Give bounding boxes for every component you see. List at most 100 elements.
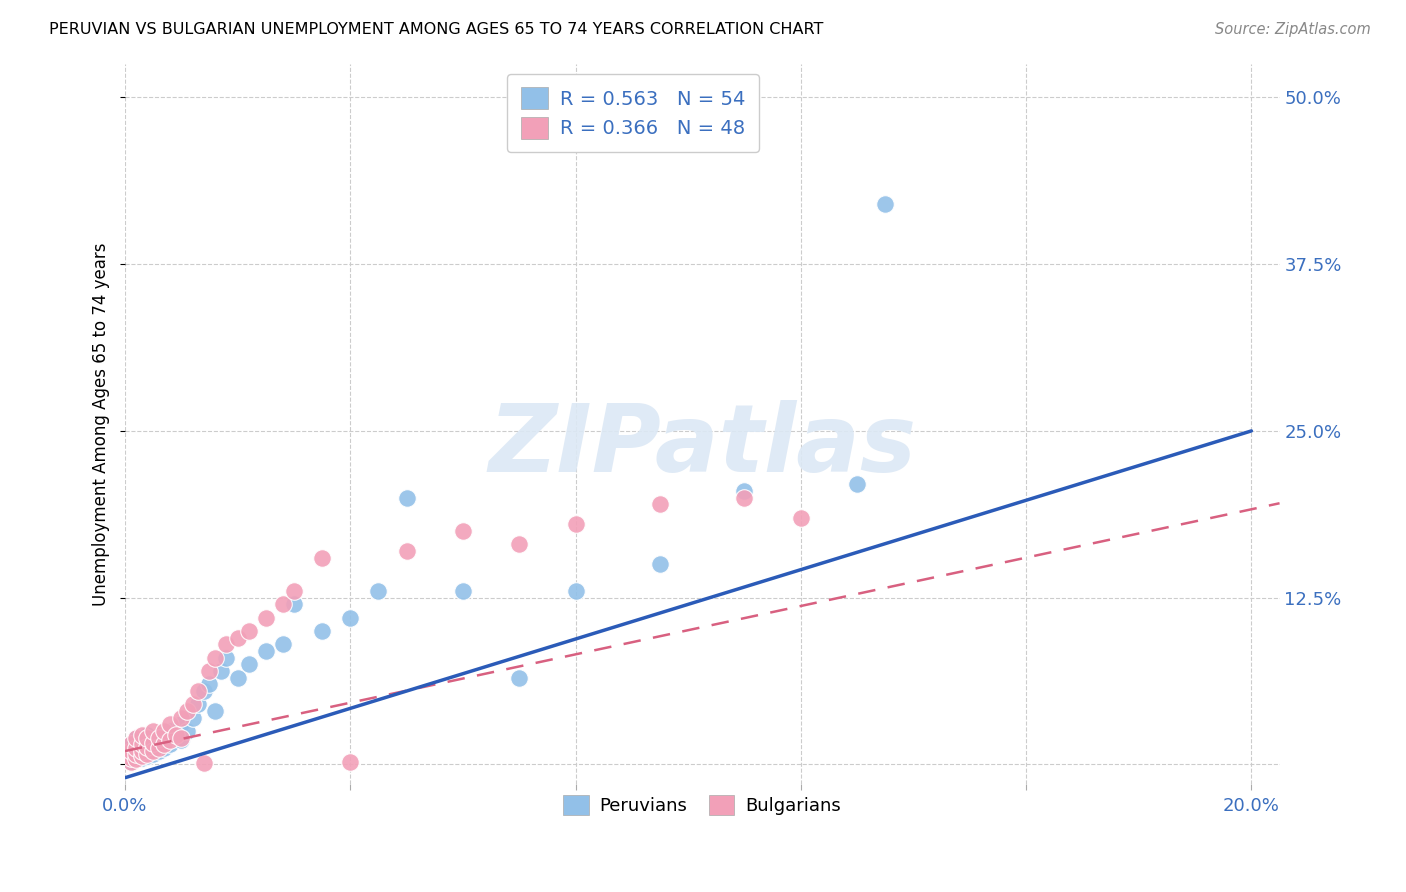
Point bbox=[148, 731, 170, 745]
Point bbox=[142, 747, 165, 761]
Point bbox=[153, 733, 176, 747]
Point bbox=[215, 637, 238, 651]
Point bbox=[131, 744, 153, 758]
Point bbox=[136, 744, 159, 758]
Point bbox=[165, 728, 187, 742]
Point bbox=[198, 664, 221, 678]
Point bbox=[159, 724, 181, 739]
Point bbox=[125, 741, 148, 756]
Legend: Peruvians, Bulgarians: Peruvians, Bulgarians bbox=[553, 784, 852, 826]
Point bbox=[339, 755, 361, 769]
Point bbox=[734, 483, 756, 498]
Point bbox=[120, 738, 142, 752]
Point bbox=[181, 711, 204, 725]
Point bbox=[187, 684, 209, 698]
Point bbox=[125, 731, 148, 745]
Point bbox=[148, 744, 170, 758]
Point bbox=[153, 724, 176, 739]
Point bbox=[176, 704, 198, 718]
Point bbox=[564, 584, 586, 599]
Point bbox=[209, 664, 232, 678]
Point bbox=[226, 671, 249, 685]
Point bbox=[226, 631, 249, 645]
Point bbox=[311, 550, 333, 565]
Point bbox=[131, 738, 153, 752]
Point bbox=[136, 749, 159, 764]
Point bbox=[508, 671, 530, 685]
Point bbox=[193, 684, 215, 698]
Point bbox=[395, 544, 418, 558]
Point bbox=[120, 744, 142, 758]
Point bbox=[153, 738, 176, 752]
Point bbox=[142, 741, 165, 756]
Point bbox=[215, 650, 238, 665]
Point bbox=[648, 558, 671, 572]
Point bbox=[367, 584, 389, 599]
Point bbox=[170, 711, 193, 725]
Point bbox=[125, 748, 148, 763]
Point bbox=[148, 741, 170, 756]
Point bbox=[181, 698, 204, 712]
Point bbox=[125, 752, 148, 766]
Point bbox=[254, 644, 277, 658]
Point bbox=[131, 728, 153, 742]
Point bbox=[395, 491, 418, 505]
Point bbox=[136, 740, 159, 755]
Point bbox=[142, 733, 165, 747]
Text: PERUVIAN VS BULGARIAN UNEMPLOYMENT AMONG AGES 65 TO 74 YEARS CORRELATION CHART: PERUVIAN VS BULGARIAN UNEMPLOYMENT AMONG… bbox=[49, 22, 824, 37]
Point bbox=[120, 750, 142, 764]
Point bbox=[187, 698, 209, 712]
Point bbox=[176, 724, 198, 739]
Point bbox=[254, 610, 277, 624]
Point bbox=[159, 733, 181, 747]
Point bbox=[204, 704, 226, 718]
Point bbox=[311, 624, 333, 638]
Point bbox=[165, 731, 187, 745]
Point bbox=[125, 752, 148, 766]
Point bbox=[142, 744, 165, 758]
Point bbox=[120, 748, 142, 763]
Point bbox=[120, 755, 142, 769]
Point bbox=[136, 728, 159, 742]
Point bbox=[198, 677, 221, 691]
Point bbox=[339, 610, 361, 624]
Point bbox=[648, 497, 671, 511]
Point bbox=[131, 741, 153, 756]
Y-axis label: Unemployment Among Ages 65 to 74 years: Unemployment Among Ages 65 to 74 years bbox=[93, 243, 110, 606]
Point bbox=[790, 510, 813, 524]
Point bbox=[283, 584, 305, 599]
Point bbox=[125, 744, 148, 758]
Point bbox=[271, 637, 294, 651]
Point bbox=[451, 524, 474, 538]
Text: Source: ZipAtlas.com: Source: ZipAtlas.com bbox=[1215, 22, 1371, 37]
Point bbox=[170, 731, 193, 745]
Point bbox=[125, 747, 148, 761]
Point bbox=[131, 733, 153, 747]
Point bbox=[170, 733, 193, 747]
Point bbox=[120, 755, 142, 769]
Point bbox=[451, 584, 474, 599]
Point bbox=[875, 197, 897, 211]
Point bbox=[136, 731, 159, 745]
Point bbox=[120, 738, 142, 752]
Point bbox=[142, 724, 165, 739]
Point bbox=[846, 477, 869, 491]
Point bbox=[136, 738, 159, 752]
Point bbox=[159, 717, 181, 731]
Point bbox=[125, 731, 148, 745]
Point bbox=[120, 744, 142, 758]
Point bbox=[238, 624, 260, 638]
Point bbox=[142, 736, 165, 750]
Point bbox=[131, 749, 153, 764]
Point bbox=[148, 738, 170, 752]
Point bbox=[159, 738, 181, 752]
Point bbox=[125, 740, 148, 755]
Point bbox=[564, 517, 586, 532]
Point bbox=[271, 598, 294, 612]
Point bbox=[120, 750, 142, 764]
Point bbox=[238, 657, 260, 672]
Point bbox=[136, 747, 159, 761]
Point bbox=[283, 598, 305, 612]
Point bbox=[204, 650, 226, 665]
Point bbox=[170, 717, 193, 731]
